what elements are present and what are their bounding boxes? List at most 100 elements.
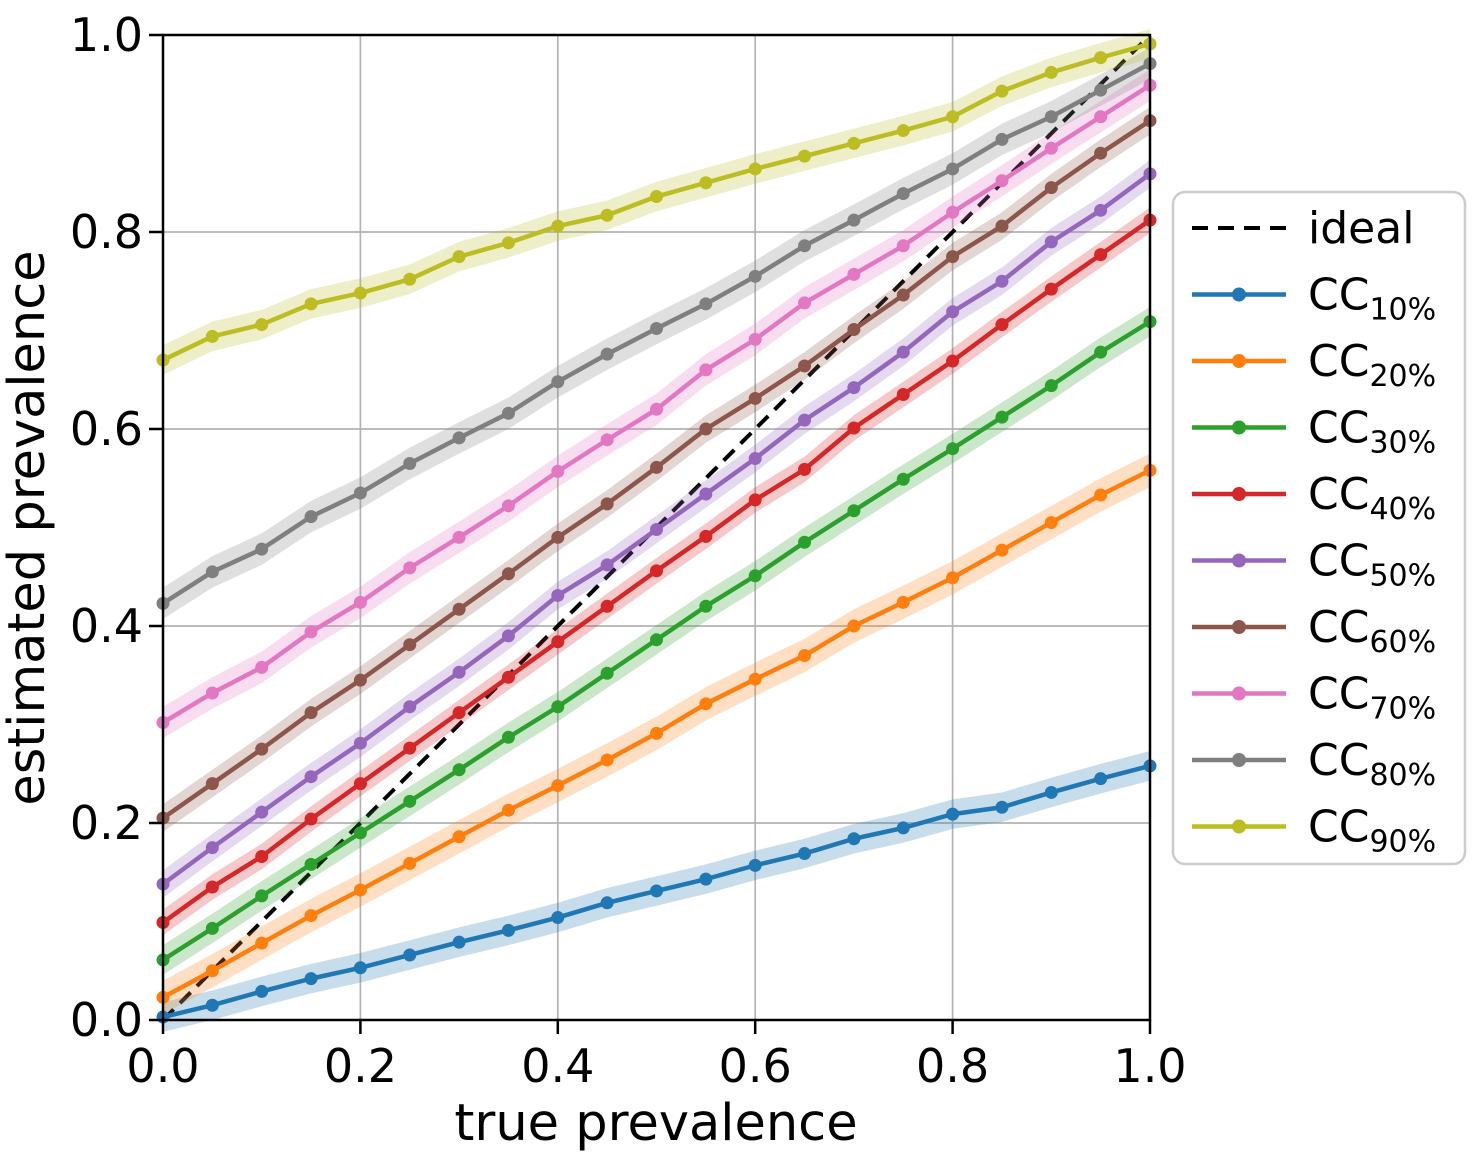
series-marker-cc-60pct (205, 777, 219, 791)
series-marker-cc-90pct (1044, 65, 1058, 79)
series-marker-cc-60pct (896, 288, 910, 302)
series-marker-cc-80pct (798, 239, 812, 253)
series-marker-cc-40pct (946, 354, 960, 368)
series-marker-cc-60pct (699, 422, 713, 436)
legend-label-cc-30pct: CC30% (1308, 403, 1436, 461)
series-marker-cc-90pct (946, 110, 960, 124)
series-marker-cc-30pct (798, 535, 812, 549)
series-marker-cc-70pct (699, 363, 713, 377)
series-marker-cc-20pct (255, 936, 269, 950)
series-marker-cc-40pct (304, 812, 318, 826)
series-marker-cc-70pct (847, 267, 861, 281)
series-marker-cc-20pct (1044, 516, 1058, 530)
series-marker-cc-60pct (304, 706, 318, 720)
series-marker-cc-30pct (353, 826, 367, 840)
series-marker-cc-50pct (205, 841, 219, 855)
series-marker-cc-30pct (255, 889, 269, 903)
series-marker-cc-30pct (699, 599, 713, 613)
legend-marker-cc-50pct (1232, 553, 1246, 568)
series-marker-cc-40pct (353, 777, 367, 791)
series-marker-cc-20pct (995, 543, 1009, 557)
series-marker-cc-40pct (650, 564, 663, 578)
series-marker-cc-70pct (205, 686, 219, 700)
x-tick-label: 0.0 (126, 1039, 199, 1093)
series-marker-cc-60pct (1094, 146, 1108, 160)
series-marker-cc-80pct (1094, 83, 1108, 97)
series-marker-cc-30pct (1094, 345, 1108, 359)
legend-label-cc-20pct: CC20% (1308, 336, 1436, 394)
series-marker-cc-80pct (995, 132, 1009, 146)
series-marker-cc-30pct (600, 666, 614, 680)
legend: ideal CC10% CC20% CC30% CC40% CC50% CC60% CC70%… (1171, 190, 1467, 866)
series-marker-cc-20pct (748, 672, 762, 686)
series-marker-cc-30pct (995, 410, 1009, 424)
series-marker-cc-50pct (896, 345, 910, 359)
legend-marker-cc-60pct (1232, 620, 1246, 634)
series-marker-cc-50pct (650, 522, 663, 536)
series-marker-cc-60pct (995, 219, 1009, 233)
series-marker-cc-20pct (452, 830, 466, 844)
series-marker-cc-10pct (946, 807, 960, 821)
series-marker-cc-90pct (798, 149, 812, 163)
series-marker-cc-20pct (551, 779, 565, 793)
series-marker-cc-70pct (1044, 141, 1058, 155)
series-marker-cc-60pct (650, 460, 663, 474)
series-marker-cc-10pct (896, 821, 910, 835)
series-marker-cc-60pct (551, 530, 565, 544)
series-marker-cc-50pct (255, 805, 269, 819)
series-marker-cc-50pct (748, 452, 762, 466)
series-marker-cc-20pct (403, 856, 417, 870)
series-marker-cc-90pct (353, 286, 367, 300)
series-marker-cc-50pct (551, 588, 565, 602)
series-marker-cc-10pct (551, 911, 565, 925)
series-marker-cc-60pct (798, 359, 812, 373)
series-marker-cc-40pct (452, 706, 466, 720)
axes-layer (149, 33, 1152, 1034)
series-marker-cc-10pct (205, 998, 219, 1012)
series-marker-cc-10pct (650, 884, 663, 898)
series-marker-cc-70pct (600, 433, 614, 447)
legend-marker-cc-40pct (1232, 487, 1246, 501)
series-marker-cc-90pct (304, 297, 318, 311)
series-marker-cc-90pct (600, 208, 614, 222)
plot-border (161, 33, 1152, 1022)
series-marker-cc-70pct (353, 595, 367, 609)
series-marker-cc-40pct (1094, 248, 1108, 262)
legend-label-cc-70pct: CC70% (1308, 669, 1436, 727)
series-marker-cc-10pct (1094, 772, 1108, 786)
series-marker-cc-70pct (946, 205, 960, 219)
x-tick-label: 0.2 (324, 1039, 397, 1093)
legend-label-cc-40pct: CC40% (1308, 469, 1436, 527)
legend-marker-cc-30pct (1232, 420, 1246, 435)
y-axis-label: estimated prevalence (0, 250, 57, 805)
series-layer (156, 29, 1157, 1032)
legend-label-cc-10pct: CC10% (1308, 270, 1436, 328)
x-tick-label: 0.6 (719, 1039, 792, 1093)
series-marker-cc-80pct (501, 406, 515, 420)
series-marker-cc-70pct (304, 625, 318, 639)
series-marker-cc-10pct (600, 896, 614, 910)
series-marker-cc-10pct (995, 800, 1009, 814)
series-marker-cc-80pct (205, 565, 219, 579)
series-marker-cc-30pct (205, 921, 219, 935)
series-marker-cc-30pct (896, 472, 910, 486)
x-axis-label: true prevalence (454, 1094, 857, 1153)
series-marker-cc-90pct (650, 190, 663, 204)
series-marker-cc-10pct (847, 832, 861, 846)
series-marker-cc-60pct (600, 497, 614, 511)
y-tick-label: 0.6 (70, 402, 143, 456)
series-marker-cc-10pct (403, 948, 417, 962)
series-marker-cc-30pct (650, 633, 663, 647)
series-marker-cc-30pct (501, 730, 515, 744)
series-marker-cc-50pct (403, 700, 417, 714)
series-marker-cc-50pct (699, 487, 713, 501)
series-marker-cc-20pct (353, 883, 367, 897)
series-marker-cc-30pct (1044, 379, 1058, 393)
series-marker-cc-40pct (205, 880, 219, 894)
series-marker-cc-70pct (551, 464, 565, 478)
series-marker-cc-20pct (600, 753, 614, 767)
series-marker-cc-40pct (748, 493, 762, 507)
series-marker-cc-80pct (699, 297, 713, 311)
series-marker-cc-50pct (995, 274, 1009, 288)
